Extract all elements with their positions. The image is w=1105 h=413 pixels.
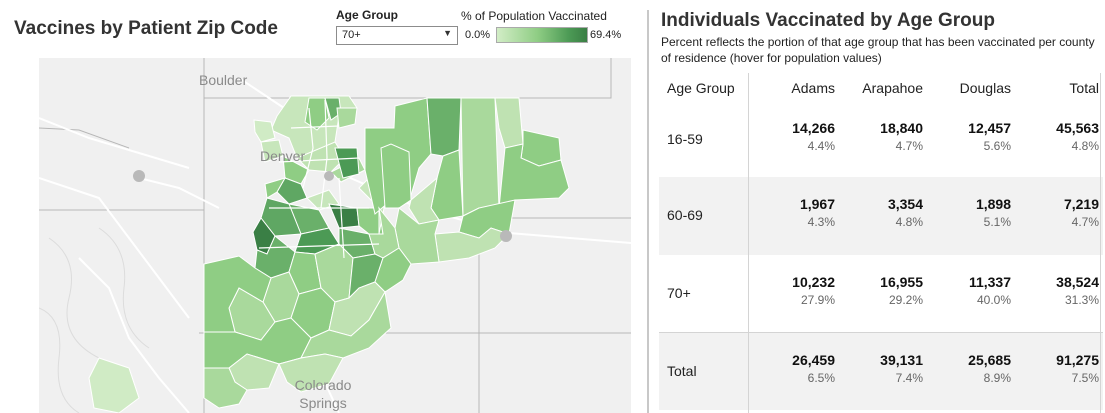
cell-arapahoe[interactable]: 39,131 7.4%: [880, 352, 923, 385]
cell-adams[interactable]: 26,459 6.5%: [792, 352, 835, 385]
cell-adams[interactable]: 14,266 4.4%: [792, 120, 835, 153]
cell-douglas[interactable]: 1,898 5.1%: [975, 196, 1011, 229]
table-row[interactable]: 60-69 1,967 4.3% 3,354 4.8% 1,898 5.1% 7,21…: [659, 177, 1103, 255]
map-label-colorado-springs-line1: Colorado: [294, 377, 352, 393]
map-canvas: [39, 58, 631, 413]
map-label-colorado-springs: Colorado Springs: [289, 376, 357, 412]
cell-total[interactable]: 45,563 4.8%: [1056, 120, 1099, 153]
map-label-boulder: Boulder: [199, 72, 248, 88]
column-divider: [1100, 73, 1101, 413]
zip-regions[interactable]: [88, 95, 570, 413]
legend-min-value: 0.0%: [465, 29, 491, 41]
cell-adams[interactable]: 10,232 27.9%: [792, 274, 835, 307]
table-row[interactable]: 70+ 10,232 27.9% 16,955 29.2% 11,337 40.0% …: [659, 255, 1103, 333]
cell-douglas[interactable]: 11,337 40.0%: [968, 274, 1011, 307]
legend-max-value: 69.4%: [590, 29, 622, 41]
legend-title: % of Population Vaccinated: [461, 9, 607, 23]
column-header-douglas: Douglas: [959, 80, 1011, 96]
table-row-total[interactable]: Total 26,459 6.5% 39,131 7.4% 25,685 8.9% 9…: [659, 332, 1103, 410]
zip-boundaries: [258, 99, 380, 259]
column-divider: [748, 73, 749, 413]
column-header-adams: Adams: [791, 80, 835, 96]
column-header-total: Total: [1069, 80, 1099, 96]
age-group-selected-value: 70+: [342, 29, 361, 41]
cell-arapahoe[interactable]: 3,354 4.8%: [887, 196, 923, 229]
cell-arapahoe[interactable]: 16,955 29.2%: [880, 274, 923, 307]
cell-total[interactable]: 38,524 31.3%: [1056, 274, 1099, 307]
highway-markers: [133, 170, 512, 242]
cell-arapahoe[interactable]: 18,840 4.7%: [880, 120, 923, 153]
cell-douglas[interactable]: 12,457 5.6%: [968, 120, 1011, 153]
legend-color-ramp: [496, 27, 588, 43]
terrain-lines: [39, 227, 150, 413]
zip-code-map[interactable]: Boulder Denver Colorado Springs: [39, 58, 631, 413]
cell-total[interactable]: 91,275 7.5%: [1056, 352, 1099, 385]
table-header: Age Group Adams Arapahoe Douglas Total: [659, 73, 1103, 101]
column-header-age-group: Age Group: [667, 80, 735, 96]
row-label: 60-69: [667, 207, 703, 223]
table-title: Individuals Vaccinated by Age Group: [661, 10, 995, 31]
table-subtitle: Percent reflects the portion of that age…: [661, 35, 1095, 65]
row-label: 70+: [667, 285, 691, 301]
map-label-denver: Denver: [260, 148, 306, 164]
row-label: 16-59: [667, 131, 703, 147]
age-group-filter-label: Age Group: [336, 8, 398, 22]
column-header-arapahoe: Arapahoe: [862, 80, 923, 96]
map-label-colorado-springs-line2: Springs: [299, 395, 347, 411]
age-group-dropdown[interactable]: 70+ ▼: [336, 26, 458, 45]
cell-adams[interactable]: 1,967 4.3%: [799, 196, 835, 229]
cell-total[interactable]: 7,219 4.7%: [1063, 196, 1099, 229]
table-row[interactable]: 16-59 14,266 4.4% 18,840 4.7% 12,457 5.6% 4…: [659, 101, 1103, 179]
row-label: Total: [667, 363, 697, 379]
cell-douglas[interactable]: 25,685 8.9%: [968, 352, 1011, 385]
panel-divider: [647, 10, 649, 413]
chevron-down-icon: ▼: [443, 28, 452, 38]
map-title: Vaccines by Patient Zip Code: [14, 18, 278, 39]
